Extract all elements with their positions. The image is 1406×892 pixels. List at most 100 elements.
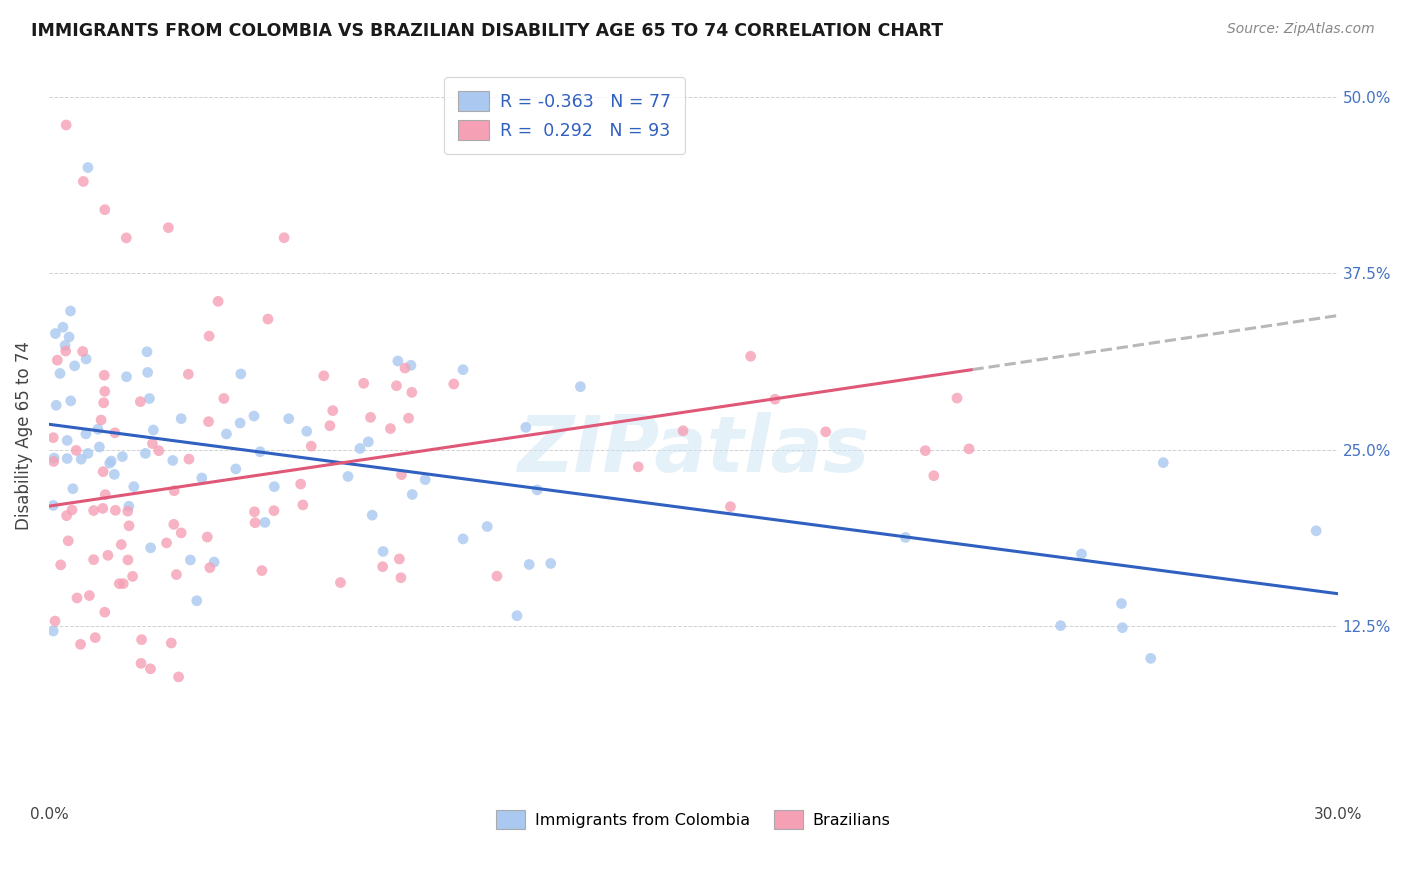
Point	[1139, 651, 1161, 665]
Point	[62, 482, 84, 496]
Point	[202, 555, 225, 569]
Point	[63, 359, 86, 373]
Point	[160, 636, 183, 650]
Point	[371, 544, 394, 558]
Point	[83, 552, 105, 566]
Point	[290, 477, 312, 491]
Point	[163, 517, 186, 532]
Point	[401, 385, 423, 400]
Point	[55, 118, 77, 132]
Point	[387, 354, 409, 368]
Point	[157, 220, 180, 235]
Point	[191, 471, 214, 485]
Point	[66, 591, 89, 605]
Point	[506, 608, 529, 623]
Point	[485, 569, 508, 583]
Point	[357, 434, 380, 449]
Point	[229, 416, 252, 430]
Point	[273, 231, 295, 245]
Point	[104, 425, 127, 440]
Point	[44, 326, 66, 341]
Point	[91, 465, 114, 479]
Point	[90, 413, 112, 427]
Point	[46, 353, 69, 368]
Point	[1111, 597, 1133, 611]
Point	[77, 446, 100, 460]
Point	[72, 344, 94, 359]
Point	[84, 631, 107, 645]
Point	[45, 398, 67, 412]
Point	[229, 367, 252, 381]
Point	[79, 589, 101, 603]
Point	[195, 530, 218, 544]
Point	[569, 379, 592, 393]
Point	[118, 518, 141, 533]
Point	[94, 202, 117, 217]
Point	[118, 500, 141, 514]
Point	[94, 384, 117, 399]
Point	[103, 467, 125, 482]
Point	[391, 467, 413, 482]
Point	[170, 525, 193, 540]
Point	[167, 670, 190, 684]
Point	[277, 411, 299, 425]
Point	[299, 439, 322, 453]
Point	[98, 456, 121, 470]
Point	[165, 567, 187, 582]
Point	[526, 483, 548, 497]
Point	[263, 480, 285, 494]
Point	[401, 487, 423, 501]
Point	[163, 483, 186, 498]
Text: ZIPatlas: ZIPatlas	[517, 412, 869, 488]
Point	[110, 537, 132, 551]
Point	[336, 469, 359, 483]
Point	[111, 450, 134, 464]
Point	[104, 503, 127, 517]
Point	[162, 453, 184, 467]
Point	[389, 571, 412, 585]
Point	[58, 533, 80, 548]
Point	[141, 436, 163, 450]
Point	[65, 443, 87, 458]
Point	[97, 549, 120, 563]
Point	[225, 462, 247, 476]
Point	[197, 415, 219, 429]
Point	[349, 442, 371, 456]
Point	[443, 376, 465, 391]
Point	[134, 446, 156, 460]
Point	[177, 452, 200, 467]
Point	[108, 576, 131, 591]
Point	[58, 330, 80, 344]
Point	[914, 443, 936, 458]
Point	[413, 473, 436, 487]
Point	[198, 560, 221, 574]
Point	[93, 605, 115, 619]
Point	[129, 394, 152, 409]
Point	[250, 564, 273, 578]
Point	[55, 344, 77, 359]
Point	[215, 427, 238, 442]
Point	[295, 425, 318, 439]
Text: Source: ZipAtlas.com: Source: ZipAtlas.com	[1227, 22, 1375, 37]
Point	[177, 368, 200, 382]
Point	[94, 488, 117, 502]
Point	[243, 516, 266, 530]
Point	[946, 391, 969, 405]
Point	[75, 426, 97, 441]
Point	[380, 421, 402, 435]
Point	[814, 425, 837, 439]
Point	[198, 329, 221, 343]
Point	[139, 541, 162, 555]
Point	[515, 420, 537, 434]
Point	[186, 593, 208, 607]
Point	[44, 614, 66, 628]
Point	[957, 442, 980, 456]
Point	[56, 451, 79, 466]
Point	[42, 499, 65, 513]
Point	[83, 503, 105, 517]
Point	[155, 536, 177, 550]
Point	[291, 498, 314, 512]
Point	[75, 351, 97, 366]
Point	[720, 500, 742, 514]
Point	[136, 344, 159, 359]
